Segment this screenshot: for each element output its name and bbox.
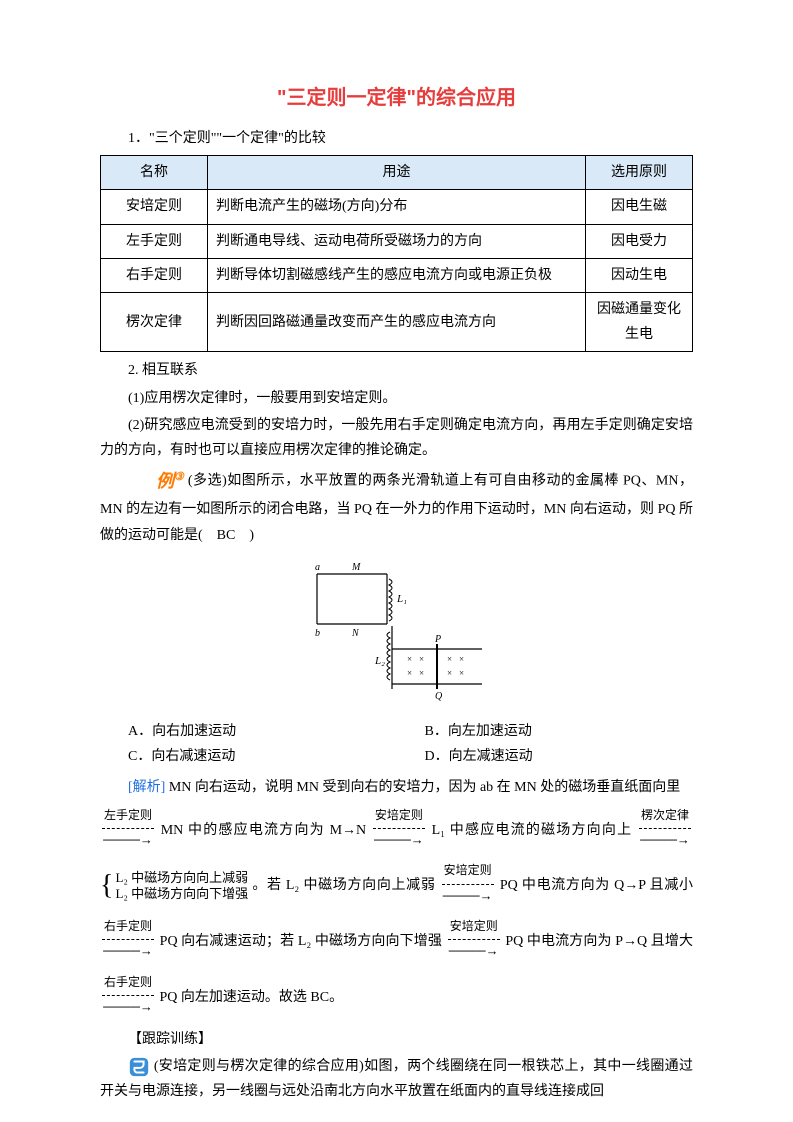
analysis-t3: 。若 L₂ 中磁场方向向上减弱 <box>252 878 435 893</box>
example-badge: 例③ <box>128 465 184 497</box>
cell-usage: 判断因回路磁通量改变而产生的感应电流方向 <box>208 292 586 351</box>
arrow-label: 安培定则 <box>448 914 500 940</box>
analysis-t6: PQ 中电流方向为 P→Q 且增大 <box>505 934 693 949</box>
section1-heading: 1．"三个定则""一个定律"的比较 <box>100 126 693 151</box>
track-label: 【跟踪训练】 <box>100 1027 693 1052</box>
th-name: 名称 <box>101 156 208 190</box>
arrow-right-hand2: 右手定则 ────→ <box>102 970 154 1026</box>
arrow-lenz: 楞次定律 ────→ <box>639 803 691 859</box>
label-M: M <box>351 562 361 573</box>
table-row: 左手定则 判断通电导线、运动电荷所受磁场力的方向 因电受力 <box>101 224 693 258</box>
analysis-t5: PQ 向右减速运动；若 L₂ 中磁场方向向下增强 <box>160 934 442 949</box>
analysis-t0: MN 向右运动，说明 MN 受到向右的安培力，因为 ab 在 MN 处的磁场垂直… <box>169 780 680 795</box>
field-marks: × × × × × × × × <box>407 654 464 678</box>
table-row: 楞次定律 判断因回路磁通量改变而产生的感应电流方向 因磁通量变化生电 <box>101 292 693 351</box>
example-label: 例 <box>156 471 174 491</box>
diagram-svg: a b M N L₁ × × × × × × × × L₂ P Q <box>297 554 497 704</box>
label-L1: L₁ <box>396 593 407 605</box>
label-N: N <box>351 628 360 639</box>
arrow-label: 右手定则 <box>102 914 154 940</box>
cell-usage: 判断通电导线、运动电荷所受磁场力的方向 <box>208 224 586 258</box>
option-a: A．向右加速运动 <box>100 719 397 744</box>
comparison-table: 名称 用途 选用原则 安培定则 判断电流产生的磁场(方向)分布 因电生磁 左手定… <box>100 155 693 352</box>
arrow-label: 楞次定律 <box>639 803 691 829</box>
label-b: b <box>315 628 320 639</box>
page-title: "三定则一定律"的综合应用 <box>100 80 693 116</box>
arrow-ampere: 安培定则 ────→ <box>373 803 425 859</box>
cell-name: 左手定则 <box>101 224 208 258</box>
svg-text:×: × <box>459 668 464 678</box>
circuit-diagram: a b M N L₁ × × × × × × × × L₂ P Q <box>100 554 693 713</box>
analysis-t2: L₁ 中感应电流的磁场方向向上 <box>432 823 633 838</box>
example-sup: ③ <box>174 471 184 483</box>
label-P: P <box>434 634 441 645</box>
arrow-left-hand: 左手定则 ────→ <box>102 803 154 859</box>
track-block: (安培定则与楞次定律的综合应用)如图，两个线圈绕在同一根铁芯上，其中一线圈通过开… <box>100 1054 693 1104</box>
option-c: C．向右减速运动 <box>100 744 397 769</box>
arrow-label: 安培定则 <box>373 803 425 829</box>
cell-name: 安培定则 <box>101 190 208 224</box>
cell-usage: 判断导体切割磁感线产生的感应电流方向或电源正负极 <box>208 258 586 292</box>
cell-usage: 判断电流产生的磁场(方向)分布 <box>208 190 586 224</box>
cell-name: 右手定则 <box>101 258 208 292</box>
th-usage: 用途 <box>208 156 586 190</box>
cell-principle: 因电生磁 <box>586 190 693 224</box>
cell-principle: 因动生电 <box>586 258 693 292</box>
brace-top: L₂ 中磁场方向向上减弱 <box>115 870 248 886</box>
analysis-t1: MN 中的感应电流方向为 M→N <box>161 823 366 838</box>
svg-text:×: × <box>459 654 464 664</box>
analysis-t7: PQ 向左加速运动。故选 BC。 <box>160 990 344 1005</box>
arrow-label: 右手定则 <box>102 970 154 996</box>
track-body: (安培定则与楞次定律的综合应用)如图，两个线圈绕在同一根铁芯上，其中一线圈通过开… <box>100 1059 693 1099</box>
svg-text:×: × <box>447 654 452 664</box>
th-principle: 选用原则 <box>586 156 693 190</box>
brace-cases: { L₂ 中磁场方向向上减弱 L₂ 中磁场方向向下增强 <box>100 870 248 902</box>
arrow-label: 左手定则 <box>102 803 154 829</box>
table-header-row: 名称 用途 选用原则 <box>101 156 693 190</box>
analysis-t4: PQ 中电流方向为 Q→P 且减小 <box>500 878 693 893</box>
options-block: A．向右加速运动 B．向左加速运动 C．向右减速运动 D．向左减速运动 <box>100 719 693 769</box>
relation-2: (2)研究感应电流受到的安培力时，一般先用右手定则确定电流方向，再用左手定则确定… <box>100 413 693 463</box>
arrow-ampere3: 安培定则 ────→ <box>448 914 500 970</box>
example-block: 例③ (多选)如图所示，水平放置的两条光滑轨道上有可自由移动的金属棒 PQ、MN… <box>100 465 693 548</box>
cell-name: 楞次定律 <box>101 292 208 351</box>
section2-heading: 2. 相互联系 <box>100 358 693 383</box>
table-row: 安培定则 判断电流产生的磁场(方向)分布 因电生磁 <box>101 190 693 224</box>
arrow-ampere2: 安培定则 ────→ <box>442 858 494 914</box>
cell-principle: 因磁通量变化生电 <box>586 292 693 351</box>
analysis-block: [解析] MN 向右运动，说明 MN 受到向右的安培力，因为 ab 在 MN 处… <box>100 773 693 1025</box>
cell-principle: 因电受力 <box>586 224 693 258</box>
analysis-label: [解析] <box>128 780 165 795</box>
example-body: (多选)如图所示，水平放置的两条光滑轨道上有可自由移动的金属棒 PQ、MN，MN… <box>100 473 693 542</box>
label-L2: L₂ <box>374 655 385 667</box>
arrow-right-hand: 右手定则 ────→ <box>102 914 154 970</box>
relation-1: (1)应用楞次定律时，一般要用到安培定则。 <box>100 386 693 411</box>
svg-text:×: × <box>407 654 412 664</box>
brace-bot: L₂ 中磁场方向向下增强 <box>115 886 248 902</box>
svg-text:×: × <box>447 668 452 678</box>
table-row: 右手定则 判断导体切割磁感线产生的感应电流方向或电源正负极 因动生电 <box>101 258 693 292</box>
svg-text:×: × <box>419 668 424 678</box>
option-b: B．向左加速运动 <box>397 719 694 744</box>
arrow-label: 安培定则 <box>442 858 494 884</box>
svg-text:×: × <box>419 654 424 664</box>
option-d: D．向左减速运动 <box>397 744 694 769</box>
track-number-icon <box>128 1056 150 1078</box>
label-Q: Q <box>435 691 443 702</box>
svg-text:×: × <box>407 668 412 678</box>
label-a: a <box>315 562 320 573</box>
